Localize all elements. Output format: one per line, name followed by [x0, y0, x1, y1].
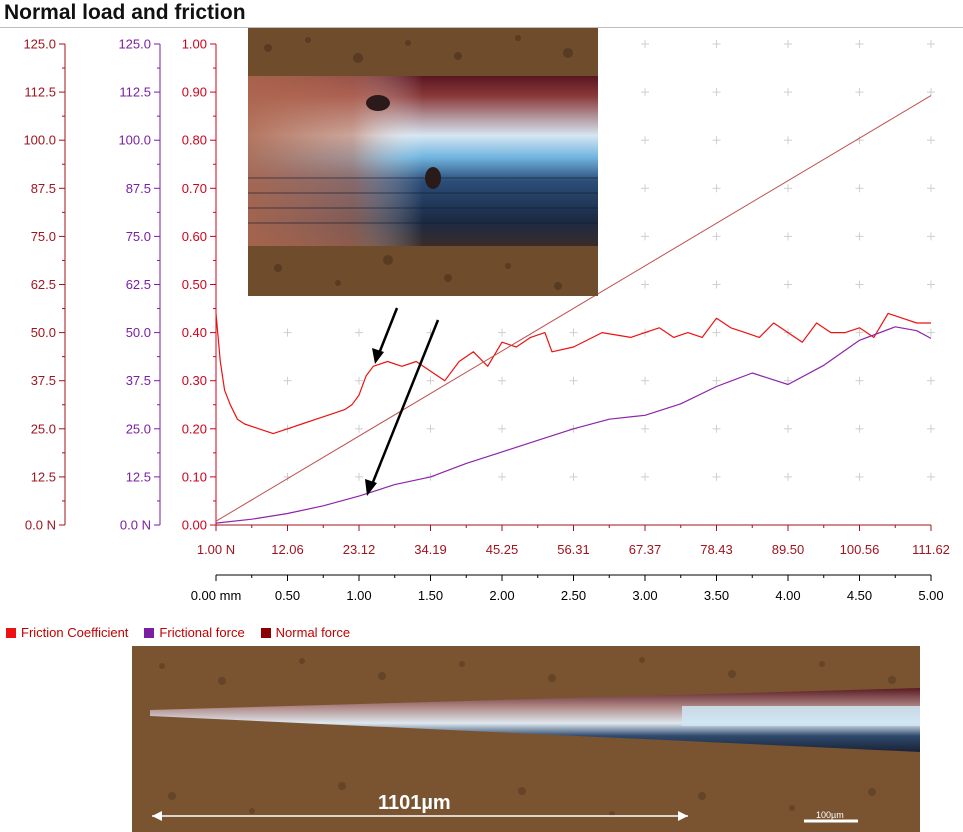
load-axis-label: 56.31	[557, 542, 590, 557]
friction-coefficient-axis-label: 0.10	[182, 469, 207, 484]
friction-coefficient-axis-label: 0.00	[182, 518, 207, 533]
distance-axis-label: 3.00	[632, 588, 657, 603]
friction-coefficient-axis-label: 0.50	[182, 277, 207, 292]
frictional-force-axis-label: 75.0	[126, 229, 151, 244]
normal-force-axis-label: 87.5	[31, 181, 56, 196]
legend-item: Frictional force	[144, 625, 245, 640]
legend-swatch	[144, 627, 155, 638]
frictional-force-axis-label: 87.5	[126, 181, 151, 196]
chart: 0.0 N 12.5 25.0 37.5 50.0 62.5 75.0 87.5 100.0 11…	[23, 37, 950, 604]
distance-axis-label: 1.50	[418, 588, 443, 603]
legend: Friction Coefficient Frictional force Norm…	[6, 625, 350, 640]
arrow-upper-shaft	[376, 307, 399, 357]
normal-force-axis-label: 37.5	[31, 373, 56, 388]
friction-coefficient-axis-label: 0.30	[182, 373, 207, 388]
friction-coefficient-axis-label: 0.40	[182, 325, 207, 340]
inset-micrograph-picture	[248, 28, 598, 296]
normal-force-axis-label: 75.0	[31, 229, 56, 244]
normal-force-axis-label: 25.0	[31, 421, 56, 436]
load-axis-label: 111.62	[912, 542, 950, 557]
friction-coefficient-axis-label: 0.60	[182, 229, 207, 244]
frictional-force-axis-label: 50.0	[126, 325, 151, 340]
arrow-upper-head	[372, 348, 384, 364]
normal-force-axis-label: 100.0	[23, 133, 56, 148]
frictional-force-axis-label: 37.5	[126, 373, 151, 388]
load-axis-label: 100.56	[840, 542, 880, 557]
legend-swatch	[260, 627, 271, 638]
distance-axis-label: 2.50	[561, 588, 586, 603]
track-micrograph: 1101µm 100µm	[132, 646, 920, 832]
friction-coefficient-axis-label: 0.90	[182, 85, 207, 100]
frictional-force-axis-label: 125.0	[118, 37, 151, 52]
distance-axis-label: 0.00 mm	[191, 588, 242, 603]
normal-force-axis-label: 12.5	[31, 469, 56, 484]
load-axis-label: 34.19	[414, 542, 447, 557]
scale-bar-label: 100µm	[816, 810, 844, 820]
frictional-force-axis-label: 100.0	[118, 133, 151, 148]
distance-axis-label: 4.00	[775, 588, 800, 603]
friction-coefficient-axis-label: 0.20	[182, 421, 207, 436]
distance-axis-label: 4.50	[847, 588, 872, 603]
inset-micrograph	[248, 28, 598, 296]
legend-item: Friction Coefficient	[6, 625, 128, 640]
frictional-force-axis-label: 25.0	[126, 421, 151, 436]
load-axis-label: 67.37	[629, 542, 662, 557]
normal-force-axis-label: 125.0	[23, 37, 56, 52]
load-axis-label: 78.43	[700, 542, 733, 557]
normal-force-line	[215, 95, 932, 522]
legend-label: Frictional force	[159, 625, 245, 640]
load-axis-label: 23.12	[343, 542, 376, 557]
friction-coefficient-line	[215, 312, 931, 435]
distance-axis-label: 2.00	[489, 588, 514, 603]
distance-axis-label: 5.00	[918, 588, 943, 603]
distance-axis-label: 3.50	[704, 588, 729, 603]
normal-force-axis-label: 112.5	[24, 85, 56, 100]
title-divider	[0, 27, 963, 28]
normal-force-axis-label: 62.5	[31, 277, 56, 292]
load-axis-label: 89.50	[772, 542, 805, 557]
frictional-force-axis-label: 12.5	[126, 469, 151, 484]
normal-force-axis-label: 0.0 N	[25, 518, 56, 533]
frictional-force-axis-label: 62.5	[126, 277, 151, 292]
arrow-lower-shaft	[369, 319, 440, 488]
friction-coefficient-axis-label: 0.80	[182, 133, 207, 148]
track-micrograph-picture	[132, 646, 920, 832]
frictional-force-line	[215, 326, 932, 524]
load-axis-label: 12.06	[271, 542, 304, 557]
track-length-label: 1101µm	[378, 792, 451, 814]
legend-swatch	[6, 627, 16, 638]
normal-force-axis-label: 50.0	[31, 325, 56, 340]
distance-axis-label: 1.00	[346, 588, 371, 603]
load-axis-label: 45.25	[486, 542, 519, 557]
chart-title: Normal load and friction	[4, 1, 246, 24]
friction-coefficient-axis-label: 0.70	[182, 181, 207, 196]
friction-coefficient-axis-label: 1.00	[182, 37, 207, 52]
frictional-force-axis-label: 0.0 N	[120, 518, 151, 533]
legend-label: Normal force	[275, 625, 351, 640]
legend-item: Normal force	[260, 625, 351, 640]
legend-label: Friction Coefficient	[21, 625, 129, 640]
distance-axis-label: 0.50	[275, 588, 300, 603]
arrow-lower-head	[365, 479, 377, 496]
load-axis-label: 1.00 N	[197, 542, 235, 557]
frictional-force-axis-label: 112.5	[119, 85, 151, 100]
